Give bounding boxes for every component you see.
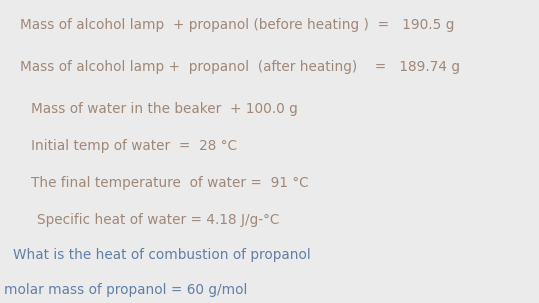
- Text: Specific heat of water = 4.18 J/g-°C: Specific heat of water = 4.18 J/g-°C: [37, 213, 279, 227]
- Text: What is the heat of combustion of propanol: What is the heat of combustion of propan…: [13, 248, 311, 262]
- Text: Mass of water in the beaker  + 100.0 g: Mass of water in the beaker + 100.0 g: [31, 102, 298, 116]
- Text: molar mass of propanol = 60 g/mol: molar mass of propanol = 60 g/mol: [4, 283, 248, 297]
- Text: Mass of alcohol lamp  + propanol (before heating )  =   190.5 g: Mass of alcohol lamp + propanol (before …: [20, 18, 455, 32]
- Text: The final temperature  of water =  91 °C: The final temperature of water = 91 °C: [31, 176, 308, 190]
- Text: Mass of alcohol lamp +  propanol  (after heating)    =   189.74 g: Mass of alcohol lamp + propanol (after h…: [20, 60, 460, 74]
- Text: Initial temp of water  =  28 °C: Initial temp of water = 28 °C: [31, 139, 237, 153]
